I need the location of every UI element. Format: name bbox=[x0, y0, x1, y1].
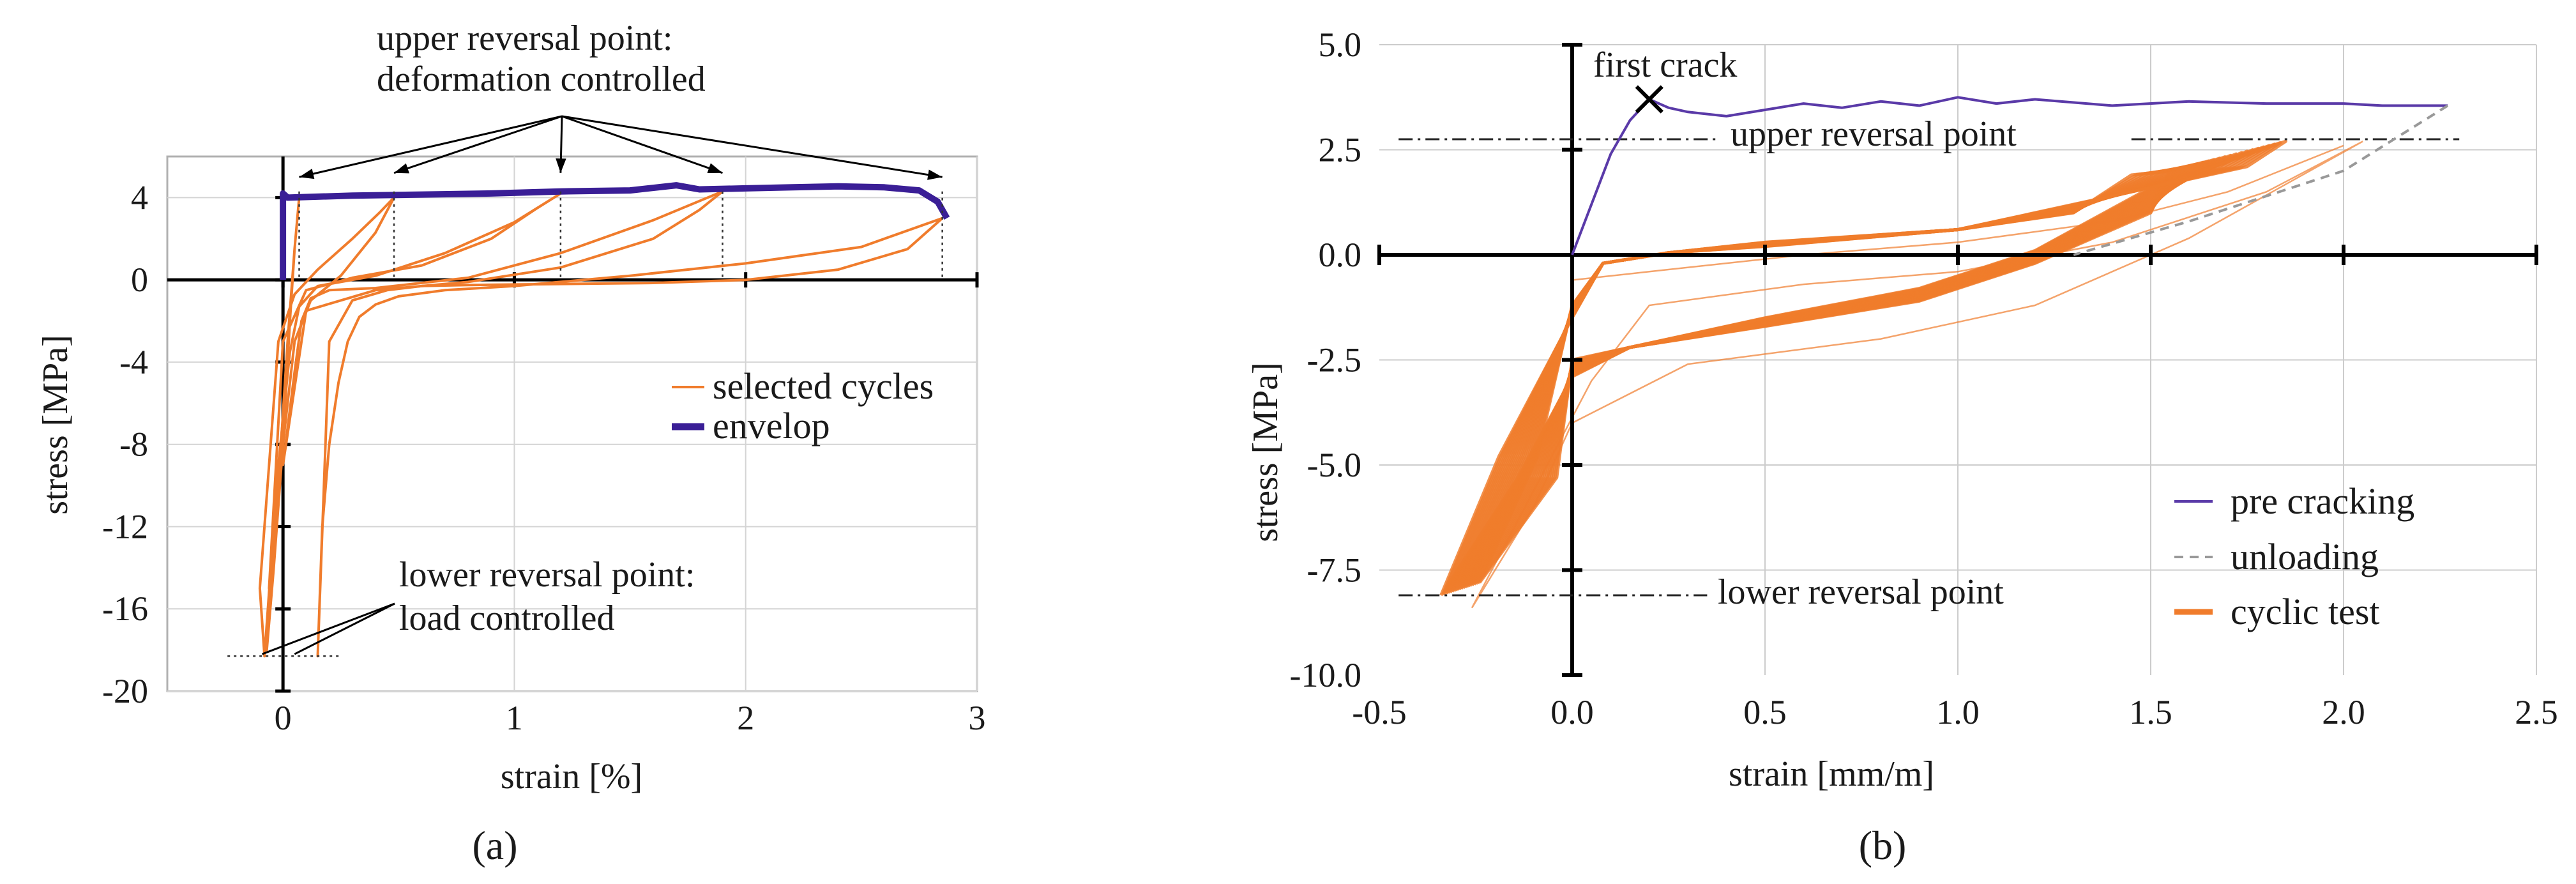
chart-b-legend-label-pre-cracking: pre cracking bbox=[2231, 480, 2414, 522]
chart-a-lower-arrow-line bbox=[262, 602, 395, 655]
chart-b-x-tick-label: 0.5 bbox=[1743, 693, 1787, 731]
chart-a-upper-arrow-line bbox=[561, 115, 943, 178]
chart-b-upper-reversal-label: upper reversal point bbox=[1731, 114, 2017, 154]
chart-a-upper-arrow-line bbox=[393, 115, 563, 174]
chart-a-y-tick-label: -4 bbox=[119, 343, 148, 381]
chart-b-y-tick-label: -2.5 bbox=[1307, 341, 1361, 379]
chart-a-y-tick-label: 4 bbox=[131, 178, 148, 217]
chart-a-reversal-guides bbox=[227, 191, 943, 657]
chart-a: 0 1 2 3 4 0 -4 -8 -12 -16 -20 upper reversal point… bbox=[36, 19, 986, 868]
chart-b-legend-label-cyclic-test: cyclic test bbox=[2231, 591, 2380, 632]
chart-b-tick-labels: -0.5 0.0 0.5 1.0 1.5 2.0 2.5 5.0 2.5 0.0 -2.5 -5.0 -… bbox=[1290, 26, 2558, 731]
chart-b-cyclic-loop bbox=[1439, 139, 2287, 597]
chart-a-cycle-line bbox=[268, 192, 561, 590]
chart-b-y-tick-label: -7.5 bbox=[1307, 551, 1361, 590]
chart-a-cycle-line bbox=[282, 190, 724, 466]
chart-b-first-crack-marker bbox=[1635, 85, 1663, 114]
chart-b-unloading-line bbox=[2073, 104, 2449, 256]
chart-a-x-tick-label: 1 bbox=[506, 699, 523, 737]
chart-b-first-crack-x-stroke bbox=[1635, 85, 1663, 114]
chart-b-x-axis-label: strain [mm/m] bbox=[1729, 754, 1934, 794]
chart-b-first-crack-label: first crack bbox=[1593, 45, 1737, 85]
chart-b-x-tick-label: 0.0 bbox=[1550, 693, 1594, 731]
chart-a-series-selected-cycles bbox=[258, 190, 944, 658]
chart-a-lower-arrow-line bbox=[294, 602, 395, 655]
chart-a-y-tick-label: -16 bbox=[102, 590, 148, 628]
chart-a-cycle-line bbox=[316, 217, 944, 658]
chart-b-y-tick-label: 5.0 bbox=[1319, 26, 1362, 64]
chart-b-series-cyclic-test bbox=[1439, 139, 2363, 609]
chart-b-y-tick-label: 0.0 bbox=[1319, 236, 1362, 274]
chart-a-panel-label-text: (a) bbox=[472, 823, 517, 868]
chart-a-upper-arrow-line bbox=[561, 115, 723, 174]
chart-b-panel-label-text: (b) bbox=[1859, 823, 1907, 868]
chart-b-legend: pre cracking unloading cyclic test bbox=[2174, 480, 2414, 632]
chart-a-panel-label: (a) bbox=[472, 823, 517, 868]
chart-b-x-tick-label: 2.0 bbox=[2322, 693, 2365, 731]
chart-a-x-tick-label: 0 bbox=[275, 699, 292, 737]
chart-a-upper-annotation-line2: deformation controlled bbox=[377, 59, 706, 99]
chart-b-cyclic-loop-outer bbox=[1471, 141, 2363, 609]
chart-a-x-tick-label: 2 bbox=[737, 699, 754, 737]
chart-a-y-tick-label: -12 bbox=[102, 507, 148, 545]
chart-b-cyclic-loop-outer bbox=[1572, 144, 2344, 281]
chart-a-y-tick-label: -20 bbox=[102, 672, 148, 710]
chart-b-y-tick-label: 2.5 bbox=[1319, 131, 1362, 169]
chart-b-panel-label: (b) bbox=[1859, 823, 1907, 868]
chart-a-envelop-line bbox=[280, 182, 950, 280]
chart-a-tick-labels: 0 1 2 3 4 0 -4 -8 -12 -16 -20 bbox=[102, 178, 985, 737]
chart-a-lower-annotation-line2: load controlled bbox=[399, 598, 614, 638]
chart-b-y-tick-label: -10.0 bbox=[1290, 656, 1361, 694]
chart-a-upper-arrow-head bbox=[927, 169, 943, 180]
chart-b: -0.5 0.0 0.5 1.0 1.5 2.0 2.5 5.0 2.5 0.0 -2.5 -5.0 -… bbox=[1246, 26, 2558, 868]
chart-a-y-tick-label: 0 bbox=[131, 261, 148, 299]
chart-a-y-axis-label: stress [MPa] bbox=[36, 335, 75, 515]
chart-b-legend-label-unloading: unloading bbox=[2231, 536, 2379, 577]
chart-b-y-tick-label: -5.0 bbox=[1307, 446, 1361, 484]
chart-a-cycle-line bbox=[258, 197, 395, 658]
chart-a-upper-arrow-line bbox=[299, 115, 563, 178]
chart-a-legend-label-selected-cycles: selected cycles bbox=[713, 365, 934, 407]
chart-a-upper-annotation-arrows bbox=[299, 115, 943, 180]
chart-a-upper-arrow-head bbox=[707, 163, 723, 174]
chart-a-upper-arrow-head bbox=[556, 158, 566, 173]
chart-a-upper-annotation-line1: upper reversal point: bbox=[377, 19, 672, 58]
chart-b-x-tick-label: 1.5 bbox=[2129, 693, 2172, 731]
chart-b-x-tick-label: 1.0 bbox=[1936, 693, 1980, 731]
chart-a-lower-annotation-line1: lower reversal point: bbox=[399, 555, 695, 595]
chart-b-y-axis-label: stress [MPa] bbox=[1246, 362, 1285, 542]
chart-b-reversal-guides bbox=[1398, 138, 2460, 597]
chart-a-upper-arrow-head bbox=[394, 163, 410, 174]
chart-b-lower-reversal-label: lower reversal point bbox=[1718, 572, 2004, 612]
chart-b-series-unloading bbox=[2073, 104, 2449, 256]
chart-a-series-envelop bbox=[280, 182, 950, 280]
chart-a-x-axis-label: strain [%] bbox=[501, 757, 642, 796]
chart-a-lower-annotation-arrows bbox=[262, 602, 395, 655]
chart-a-legend-label-envelop: envelop bbox=[713, 405, 830, 446]
chart-a-x-tick-label: 3 bbox=[969, 699, 986, 737]
chart-b-x-tick-label: 2.5 bbox=[2515, 693, 2558, 731]
chart-a-y-tick-label: -8 bbox=[119, 425, 148, 464]
chart-a-legend: selected cycles envelop bbox=[672, 365, 934, 446]
chart-b-x-tick-label: -0.5 bbox=[1352, 693, 1406, 731]
chart-a-upper-arrow-head bbox=[299, 169, 315, 179]
